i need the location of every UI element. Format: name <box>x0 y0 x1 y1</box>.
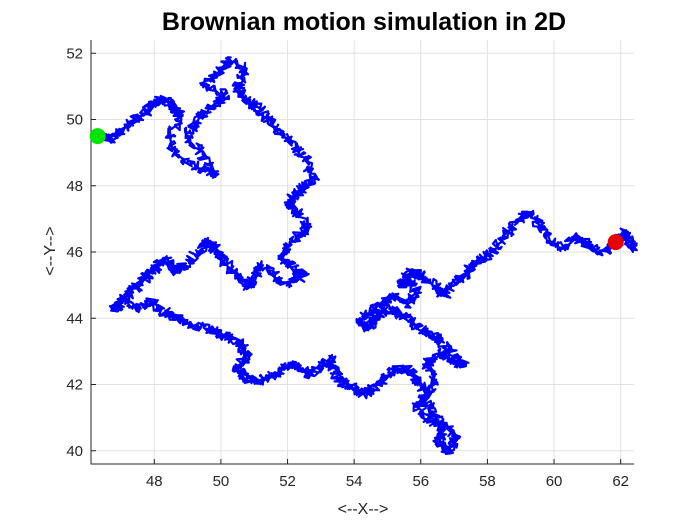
x-tick-label: 62 <box>612 473 629 490</box>
end-point-marker <box>607 234 624 251</box>
y-tick-label: 46 <box>66 244 83 261</box>
y-tick-label: 40 <box>66 443 83 460</box>
plot-area <box>94 56 638 455</box>
y-tick-label: 44 <box>66 310 83 327</box>
x-tick-label: 54 <box>346 473 363 490</box>
y-ticks: 40 42 44 46 48 50 52 <box>66 45 96 460</box>
y-tick-label: 42 <box>66 377 83 394</box>
start-point-marker <box>89 128 106 145</box>
axis-frame <box>90 40 634 465</box>
x-tick-label: 48 <box>146 473 163 490</box>
x-tick-label: 60 <box>546 473 563 490</box>
y-tick-label: 52 <box>66 45 83 62</box>
chart-title: Brownian motion simulation in 2D <box>162 8 566 36</box>
brownian-path-series-0 <box>94 56 638 455</box>
y-tick-label: 50 <box>66 112 83 129</box>
x-ticks: 48 50 52 54 56 58 60 62 <box>146 459 629 490</box>
x-axis-label: <--X--> <box>338 501 389 518</box>
x-tick-label: 52 <box>279 473 296 490</box>
y-axis-label: <--Y--> <box>42 226 59 275</box>
markers <box>89 128 624 251</box>
y-tick-label: 48 <box>66 178 83 195</box>
x-tick-label: 56 <box>412 473 429 490</box>
axes <box>90 40 634 465</box>
x-tick-label: 50 <box>213 473 230 490</box>
x-tick-label: 58 <box>479 473 496 490</box>
